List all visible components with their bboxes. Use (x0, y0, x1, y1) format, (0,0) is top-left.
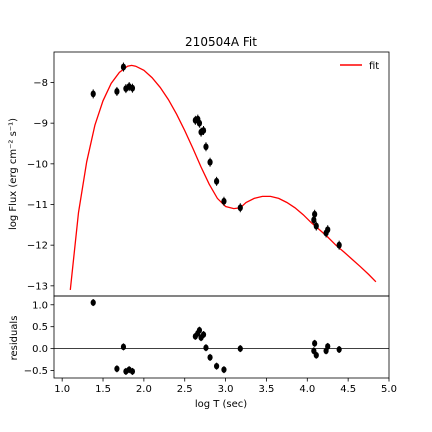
residual-y-tick-label: 0.5 (32, 322, 48, 333)
x-tick-label: 1.5 (95, 384, 111, 395)
residual-y-tick-label: 1.0 (32, 300, 48, 311)
residual-data-point (314, 352, 319, 358)
x-tick-label: 4.0 (299, 384, 315, 395)
main-data-point (312, 211, 317, 218)
main-data-point (325, 226, 330, 233)
residual-data-point (337, 346, 342, 352)
main-y-tick-label: −8 (33, 78, 48, 89)
main-data-point (130, 85, 135, 92)
x-tick-label: 5.0 (381, 384, 397, 395)
main-data-point (221, 198, 226, 205)
main-data-point (311, 217, 316, 224)
residual-data-point (221, 366, 226, 372)
main-plot-frame (54, 52, 389, 296)
main-data-point (207, 159, 212, 166)
main-y-ticks: −8 −9 −10 −11 −12 −13 (27, 78, 54, 292)
x-axis-label: log T (sec) (195, 399, 247, 410)
residual-data-point (201, 331, 206, 337)
residual-plot-frame (54, 296, 389, 378)
x-tick-label: 1.0 (54, 384, 70, 395)
main-data-points (91, 63, 342, 250)
x-tick-label: 2.0 (136, 384, 152, 395)
chart-title: 210504A Fit (185, 35, 257, 49)
main-data-point (197, 120, 202, 127)
y-axis-label-residuals: residuals (9, 316, 20, 361)
main-y-tick-label: −10 (27, 159, 48, 170)
x-tick-label: 4.5 (340, 384, 356, 395)
residual-y-tick-label: −0.5 (24, 366, 48, 377)
main-data-point (201, 127, 206, 134)
residual-data-point (238, 345, 243, 351)
residual-y-tick-label: 0.0 (32, 344, 48, 355)
residual-data-point (214, 363, 219, 369)
main-data-point (114, 88, 119, 95)
main-data-point (238, 204, 243, 211)
main-data-point (203, 143, 208, 150)
legend-fit-label: fit (369, 61, 379, 72)
residual-data-point (114, 366, 119, 372)
main-y-tick-label: −13 (27, 281, 48, 292)
legend: fit (340, 61, 379, 72)
main-plot-panel: −8 −9 −10 −11 −12 −13 fit (27, 52, 389, 296)
residual-data-point (207, 354, 212, 360)
main-data-point (337, 242, 342, 249)
x-ticks: 1.0 1.5 2.0 2.5 3.0 3.5 4.0 4.5 5.0 (54, 378, 397, 395)
fit-curve (70, 65, 376, 290)
residual-data-point (197, 327, 202, 333)
main-y-tick-label: −9 (33, 119, 48, 130)
residual-data-points (91, 299, 342, 375)
residual-y-ticks: 1.0 0.5 0.0 −0.5 (24, 300, 54, 377)
main-data-point (314, 223, 319, 230)
residual-data-point (121, 344, 126, 350)
main-data-point (214, 178, 219, 185)
residual-data-point (91, 299, 96, 305)
main-data-point (91, 90, 96, 97)
residual-data-point (325, 343, 330, 349)
y-axis-label-flux: log Flux (erg cm⁻² s⁻¹) (8, 118, 19, 230)
residual-data-point (312, 340, 317, 346)
x-tick-label: 3.5 (258, 384, 274, 395)
residuals-plot-panel: 1.0 0.5 0.0 −0.5 1.0 1.5 2.0 2.5 3.0 3.5 4.0 4.5 5.… (24, 296, 397, 395)
main-y-tick-label: −11 (27, 200, 48, 211)
residual-data-point (130, 368, 135, 374)
residual-data-point (203, 345, 208, 351)
x-tick-label: 2.5 (177, 384, 193, 395)
main-data-point (121, 64, 126, 71)
main-y-tick-label: −12 (27, 241, 48, 252)
x-tick-label: 3.0 (218, 384, 234, 395)
